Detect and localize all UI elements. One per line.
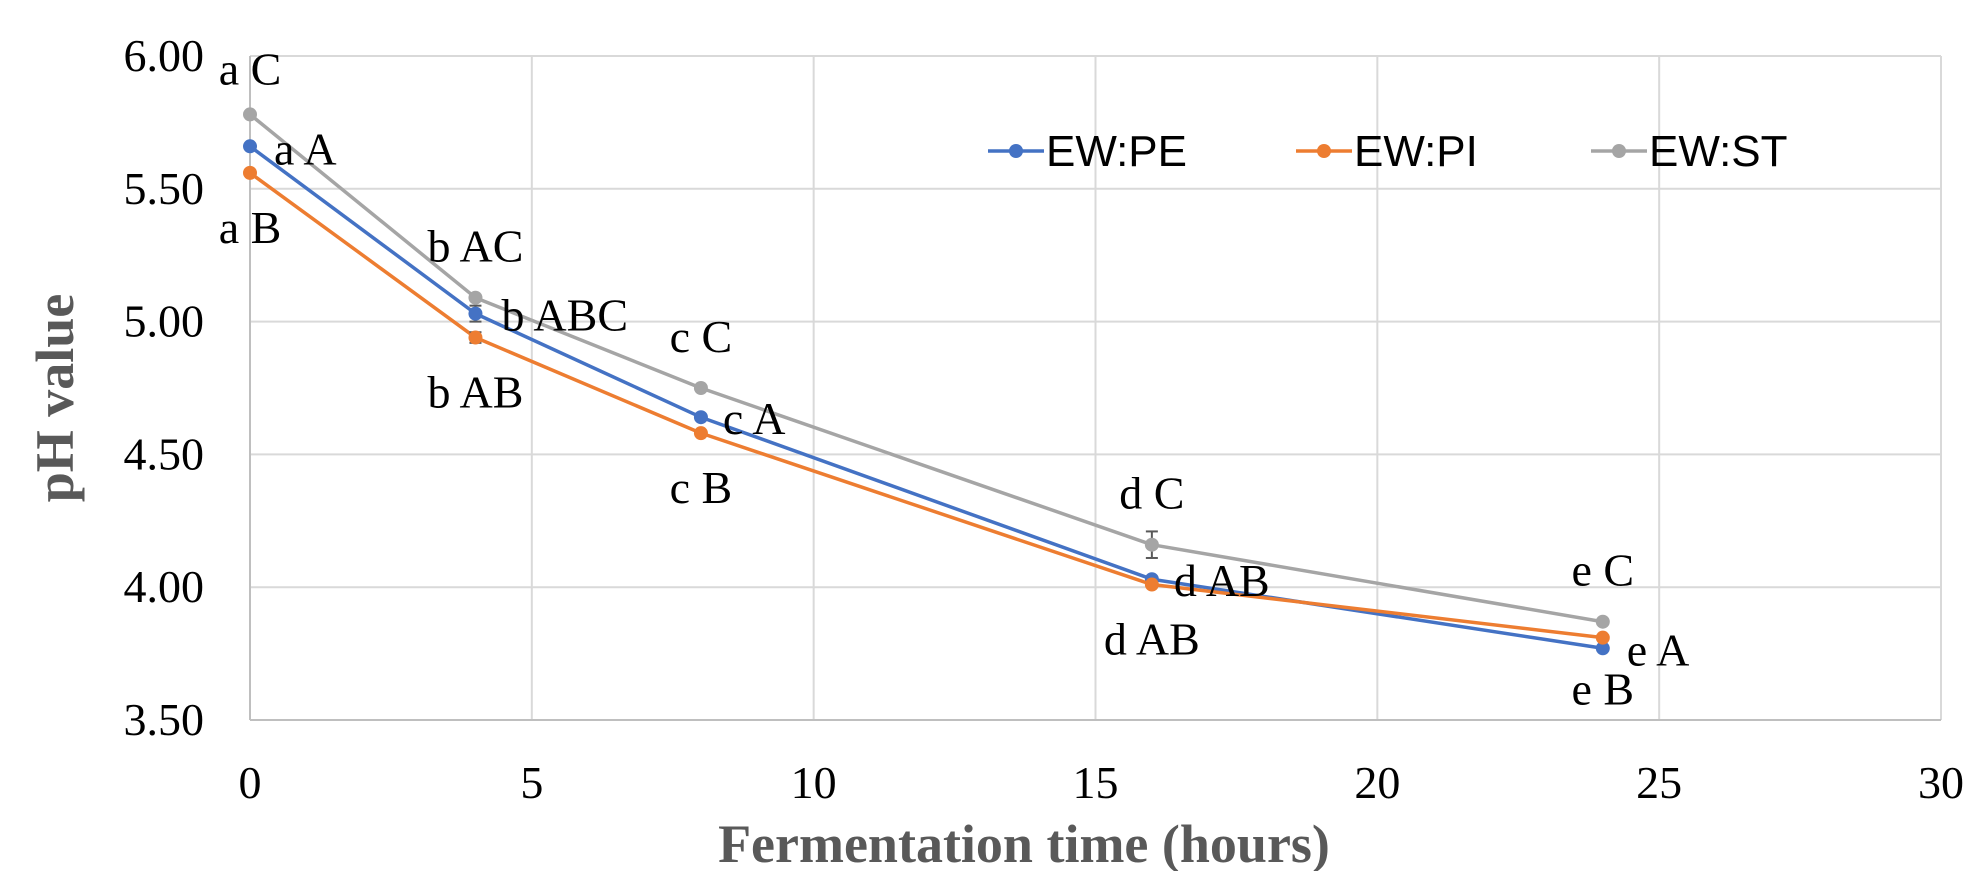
legend-label: EW:PI — [1354, 127, 1478, 176]
y-tick-label: 6.00 — [124, 30, 205, 81]
point-label: a A — [274, 123, 337, 174]
point-label: a C — [219, 43, 282, 94]
data-point — [1595, 641, 1610, 656]
y-tick-label: 3.50 — [124, 694, 205, 745]
point-label: e A — [1627, 624, 1690, 675]
legend-swatch-marker — [1612, 144, 1626, 158]
data-point — [468, 330, 483, 345]
legend-swatch-marker — [1009, 144, 1023, 158]
data-point — [468, 290, 483, 305]
axes: 3.50 4.00 4.50 5.00 5.50 6.00 0 5 10 15 20 25 30 — [124, 30, 1965, 808]
y-axis-title: pH value — [25, 294, 85, 503]
data-point — [243, 165, 257, 180]
series-layer — [243, 107, 1610, 656]
point-label: d C — [1119, 468, 1184, 519]
x-tick-label: 30 — [1918, 757, 1964, 808]
x-tick-label: 20 — [1354, 757, 1400, 808]
point-label: b ABC — [501, 290, 628, 341]
point-label: a B — [219, 202, 282, 253]
data-point — [693, 426, 708, 441]
x-axis-title: Fermentation time (hours) — [718, 814, 1330, 871]
point-label: d AB — [1174, 555, 1270, 606]
x-tick-label: 0 — [239, 757, 262, 808]
legend: EW:PE EW:PI EW:ST — [988, 127, 1788, 176]
x-tick-label: 10 — [791, 757, 837, 808]
point-label: b AB — [428, 367, 524, 418]
point-label: e B — [1571, 664, 1634, 715]
data-point — [1595, 630, 1610, 645]
y-tick-label: 5.50 — [124, 163, 205, 214]
data-point — [693, 410, 708, 425]
data-point — [693, 381, 708, 395]
point-labels: a A b ABC c A d AB e A a B b AB c B d AB e B a C b … — [219, 43, 1690, 714]
x-tick-label: 25 — [1636, 757, 1682, 808]
data-point — [1595, 614, 1610, 629]
data-point — [1144, 537, 1159, 552]
point-label: c C — [670, 311, 733, 362]
data-point — [243, 107, 257, 122]
point-label: d AB — [1104, 614, 1200, 665]
x-tick-label: 15 — [1073, 757, 1119, 808]
y-tick-label: 5.00 — [124, 296, 205, 347]
data-point — [1144, 577, 1159, 592]
point-label: c A — [723, 393, 786, 444]
y-tick-label: 4.00 — [124, 561, 205, 612]
point-label: b AC — [428, 221, 524, 272]
data-point — [468, 306, 483, 321]
data-point — [243, 139, 257, 154]
legend-label: EW:PE — [1046, 127, 1187, 176]
legend-label: EW:ST — [1649, 127, 1788, 176]
grid-lines — [249, 55, 1942, 721]
point-label: c B — [670, 462, 733, 513]
y-tick-label: 4.50 — [124, 428, 205, 479]
legend-swatch-marker — [1317, 144, 1331, 158]
point-label: e C — [1571, 545, 1634, 596]
x-tick-label: 5 — [520, 757, 543, 808]
